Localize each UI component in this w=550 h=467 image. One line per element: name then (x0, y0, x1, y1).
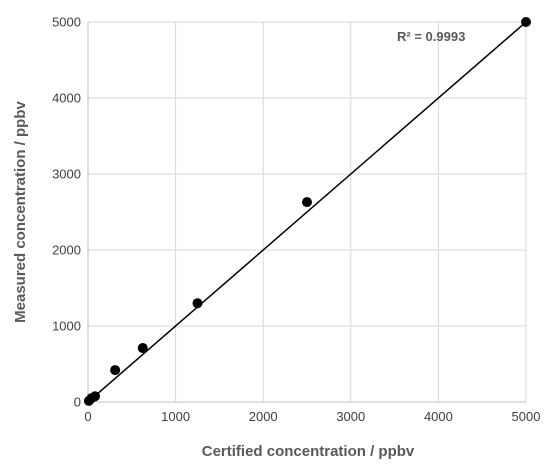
axes (87, 22, 526, 403)
grid-lines (88, 21, 527, 402)
y-tick-label: 5000 (52, 15, 81, 30)
y-tick-label: 3000 (52, 167, 81, 182)
y-tick-label: 1000 (52, 319, 81, 334)
trendline (87, 21, 527, 403)
data-point (110, 365, 121, 376)
linear-fit-line (87, 21, 527, 403)
data-points (83, 17, 531, 406)
y-tick-label: 4000 (52, 91, 81, 106)
x-tick-label: 4000 (424, 409, 453, 424)
x-tick-label: 2000 (249, 409, 278, 424)
y-tick-labels: 0 1000 2000 3000 4000 5000 (52, 15, 81, 410)
y-axis-title: Measured concentration / ppbv (12, 100, 29, 322)
x-tick-label: 0 (84, 409, 91, 424)
x-tick-label: 5000 (512, 409, 541, 424)
data-point (302, 197, 312, 208)
data-point (137, 343, 148, 354)
r-squared-annotation: R² = 0.9993 (397, 29, 465, 44)
x-tick-labels: 0 1000 2000 3000 4000 5000 (84, 409, 540, 424)
data-point (90, 391, 101, 402)
x-axis-title: Certified concentration / ppbv (202, 443, 415, 460)
y-tick-label: 0 (74, 395, 81, 410)
data-point (192, 298, 203, 309)
x-tick-label: 3000 (336, 409, 365, 424)
y-tick-label: 2000 (52, 243, 81, 258)
x-tick-label: 1000 (161, 409, 190, 424)
data-point (521, 17, 531, 27)
